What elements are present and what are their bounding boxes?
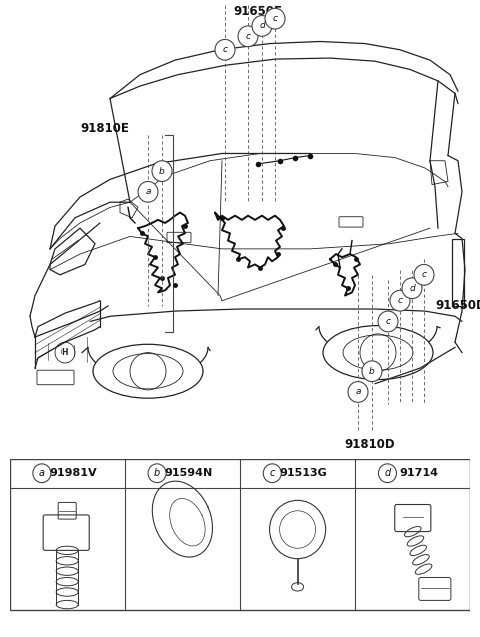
Circle shape: [263, 464, 281, 483]
Text: c: c: [385, 317, 391, 326]
Text: a: a: [355, 387, 361, 396]
Text: d: d: [409, 283, 415, 293]
Text: b: b: [154, 468, 160, 478]
Text: b: b: [369, 367, 375, 376]
Circle shape: [414, 264, 434, 285]
Text: d: d: [384, 468, 391, 478]
Circle shape: [348, 382, 368, 403]
Text: H: H: [62, 348, 68, 357]
Text: 91981V: 91981V: [49, 468, 97, 478]
Text: 91810E: 91810E: [81, 122, 130, 135]
Circle shape: [362, 361, 382, 382]
Text: 91650E: 91650E: [233, 5, 283, 18]
Text: c: c: [245, 32, 251, 41]
Text: c: c: [421, 270, 427, 279]
Circle shape: [55, 342, 75, 363]
Ellipse shape: [323, 326, 433, 380]
Circle shape: [378, 311, 398, 332]
Text: c: c: [223, 45, 228, 54]
Circle shape: [215, 39, 235, 60]
Circle shape: [252, 15, 272, 36]
Circle shape: [378, 464, 396, 483]
Text: c: c: [270, 468, 275, 478]
Text: 91810D: 91810D: [345, 438, 396, 450]
Text: 91513G: 91513G: [279, 468, 327, 478]
Circle shape: [238, 26, 258, 47]
Text: 91594N: 91594N: [164, 468, 212, 478]
Circle shape: [148, 464, 166, 483]
Circle shape: [265, 8, 285, 29]
Text: a: a: [145, 187, 151, 196]
Text: c: c: [397, 296, 403, 305]
Circle shape: [402, 278, 422, 299]
Text: 91714: 91714: [399, 468, 438, 478]
Text: b: b: [159, 167, 165, 176]
Circle shape: [33, 464, 51, 483]
Circle shape: [390, 290, 410, 311]
Circle shape: [152, 161, 172, 182]
Text: 91650D: 91650D: [435, 299, 480, 312]
Text: c: c: [273, 14, 277, 23]
Text: d: d: [259, 22, 265, 31]
Ellipse shape: [93, 344, 203, 398]
Text: a: a: [39, 468, 45, 478]
Circle shape: [138, 182, 158, 202]
